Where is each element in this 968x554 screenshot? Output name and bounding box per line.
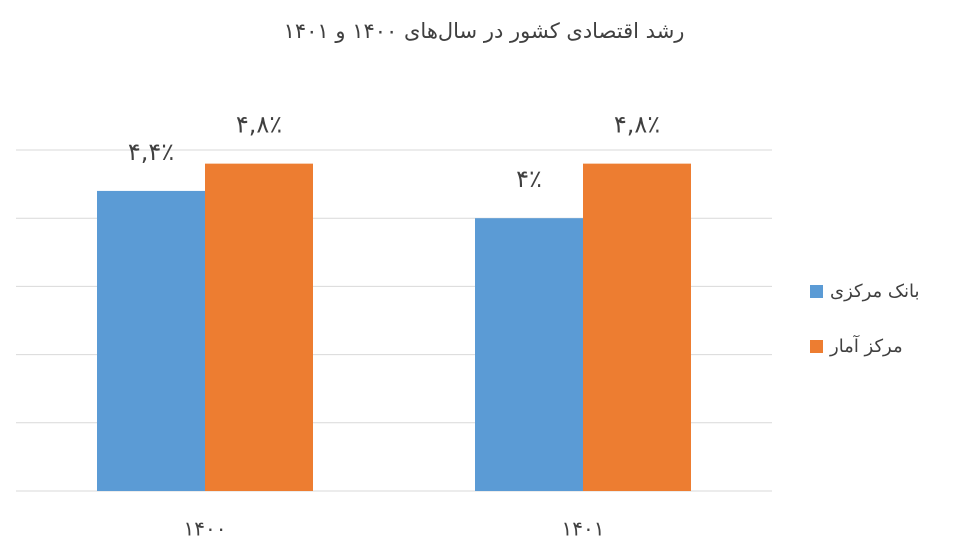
value-label: ۴,۸٪ (614, 111, 660, 139)
bar (205, 163, 313, 491)
legend-label: بانک مرکزی (830, 281, 920, 302)
legend-swatch (810, 340, 823, 353)
legend-swatch (810, 285, 823, 298)
value-label: ۴٪ (516, 165, 542, 193)
value-label: ۴,۴٪ (128, 138, 174, 166)
bar (583, 163, 691, 491)
x-tick-label: ۱۴۰۱ (562, 517, 605, 541)
legend-label: مرکز آمار (829, 334, 903, 357)
bar (475, 218, 583, 491)
x-tick-label: ۱۴۰۰ (184, 517, 227, 541)
chart-title: رشد اقتصادی کشور در سال‌های ۱۴۰۰ و ۱۴۰۱ (284, 19, 685, 43)
bar (97, 190, 205, 492)
value-label: ۴,۸٪ (236, 111, 282, 139)
